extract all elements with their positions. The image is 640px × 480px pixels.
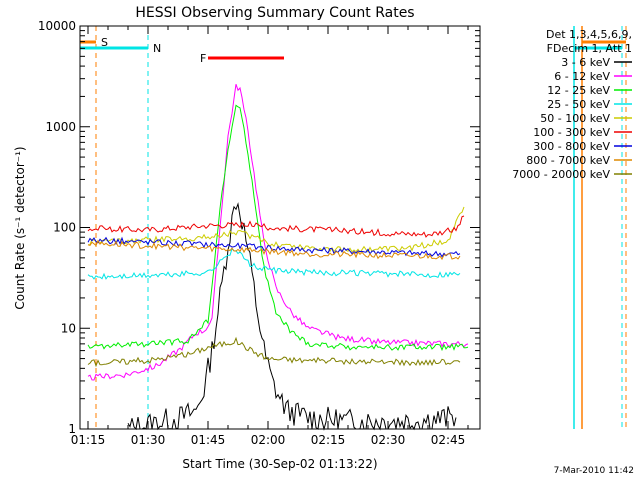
legend-entry: 6 - 12 keV [554, 70, 610, 83]
series-line-5 [87, 215, 465, 238]
x-tick-label: 02:30 [371, 433, 406, 447]
plot-frame [79, 25, 481, 430]
x-axis-label: Start Time (30-Sep-02 01:13:22) [182, 457, 377, 471]
legend-header: FDecim 1, Att 1 [547, 42, 632, 55]
x-tick-label: 02:45 [431, 433, 466, 447]
y-tick-label: 10 [61, 321, 76, 335]
y-axis-label: Count Rate (s⁻¹ detector⁻¹) [13, 146, 27, 309]
series-line-7 [87, 239, 461, 261]
legend-entry: 50 - 100 keV [540, 112, 610, 125]
y-tick-label: 10000 [38, 19, 76, 33]
series-lines [87, 84, 469, 431]
y-tick-label: 100 [53, 221, 76, 235]
series-line-2 [87, 104, 469, 352]
legend-entry: 800 - 7000 keV [526, 154, 610, 167]
series-line-3 [87, 247, 461, 280]
legend-entry: 7000 - 20000 keV [512, 168, 610, 181]
observing-flags: S N F [80, 26, 627, 429]
x-tick-label: 02:00 [251, 433, 286, 447]
legend-entry: 25 - 50 keV [547, 98, 610, 111]
legend: Det 1,3,4,5,6,9,FDecim 1, Att 13 - 6 keV… [512, 28, 632, 181]
flag-label-s: S [101, 36, 108, 49]
y-axis: 1 10 100 1000 10000 [38, 19, 480, 436]
flag-label-n: N [153, 42, 161, 55]
chart-title: HESSI Observing Summary Count Rates [135, 5, 414, 21]
x-axis: 01:15 01:30 01:45 02:00 02:15 02:30 02:45 [71, 26, 469, 447]
timestamp: 7-Mar-2010 11:42 [553, 466, 634, 476]
legend-entry: 12 - 25 keV [547, 84, 610, 97]
series-line-0 [127, 202, 457, 431]
flag-label-f: F [200, 52, 206, 65]
x-tick-label: 02:15 [311, 433, 346, 447]
series-line-6 [87, 236, 461, 258]
y-tick-label: 1000 [45, 120, 76, 134]
legend-entry: 100 - 300 keV [533, 126, 610, 139]
legend-header: Det 1,3,4,5,6,9, [546, 28, 632, 41]
series-line-8 [87, 336, 461, 368]
y-tick-label: 1 [68, 422, 76, 436]
x-tick-label: 01:45 [191, 433, 226, 447]
x-tick-label: 01:15 [71, 433, 106, 447]
series-line-4 [87, 206, 465, 254]
series-line-1 [87, 84, 469, 381]
x-tick-label: 01:30 [131, 433, 166, 447]
legend-entry: 300 - 800 keV [533, 140, 610, 153]
legend-entry: 3 - 6 keV [561, 56, 610, 69]
